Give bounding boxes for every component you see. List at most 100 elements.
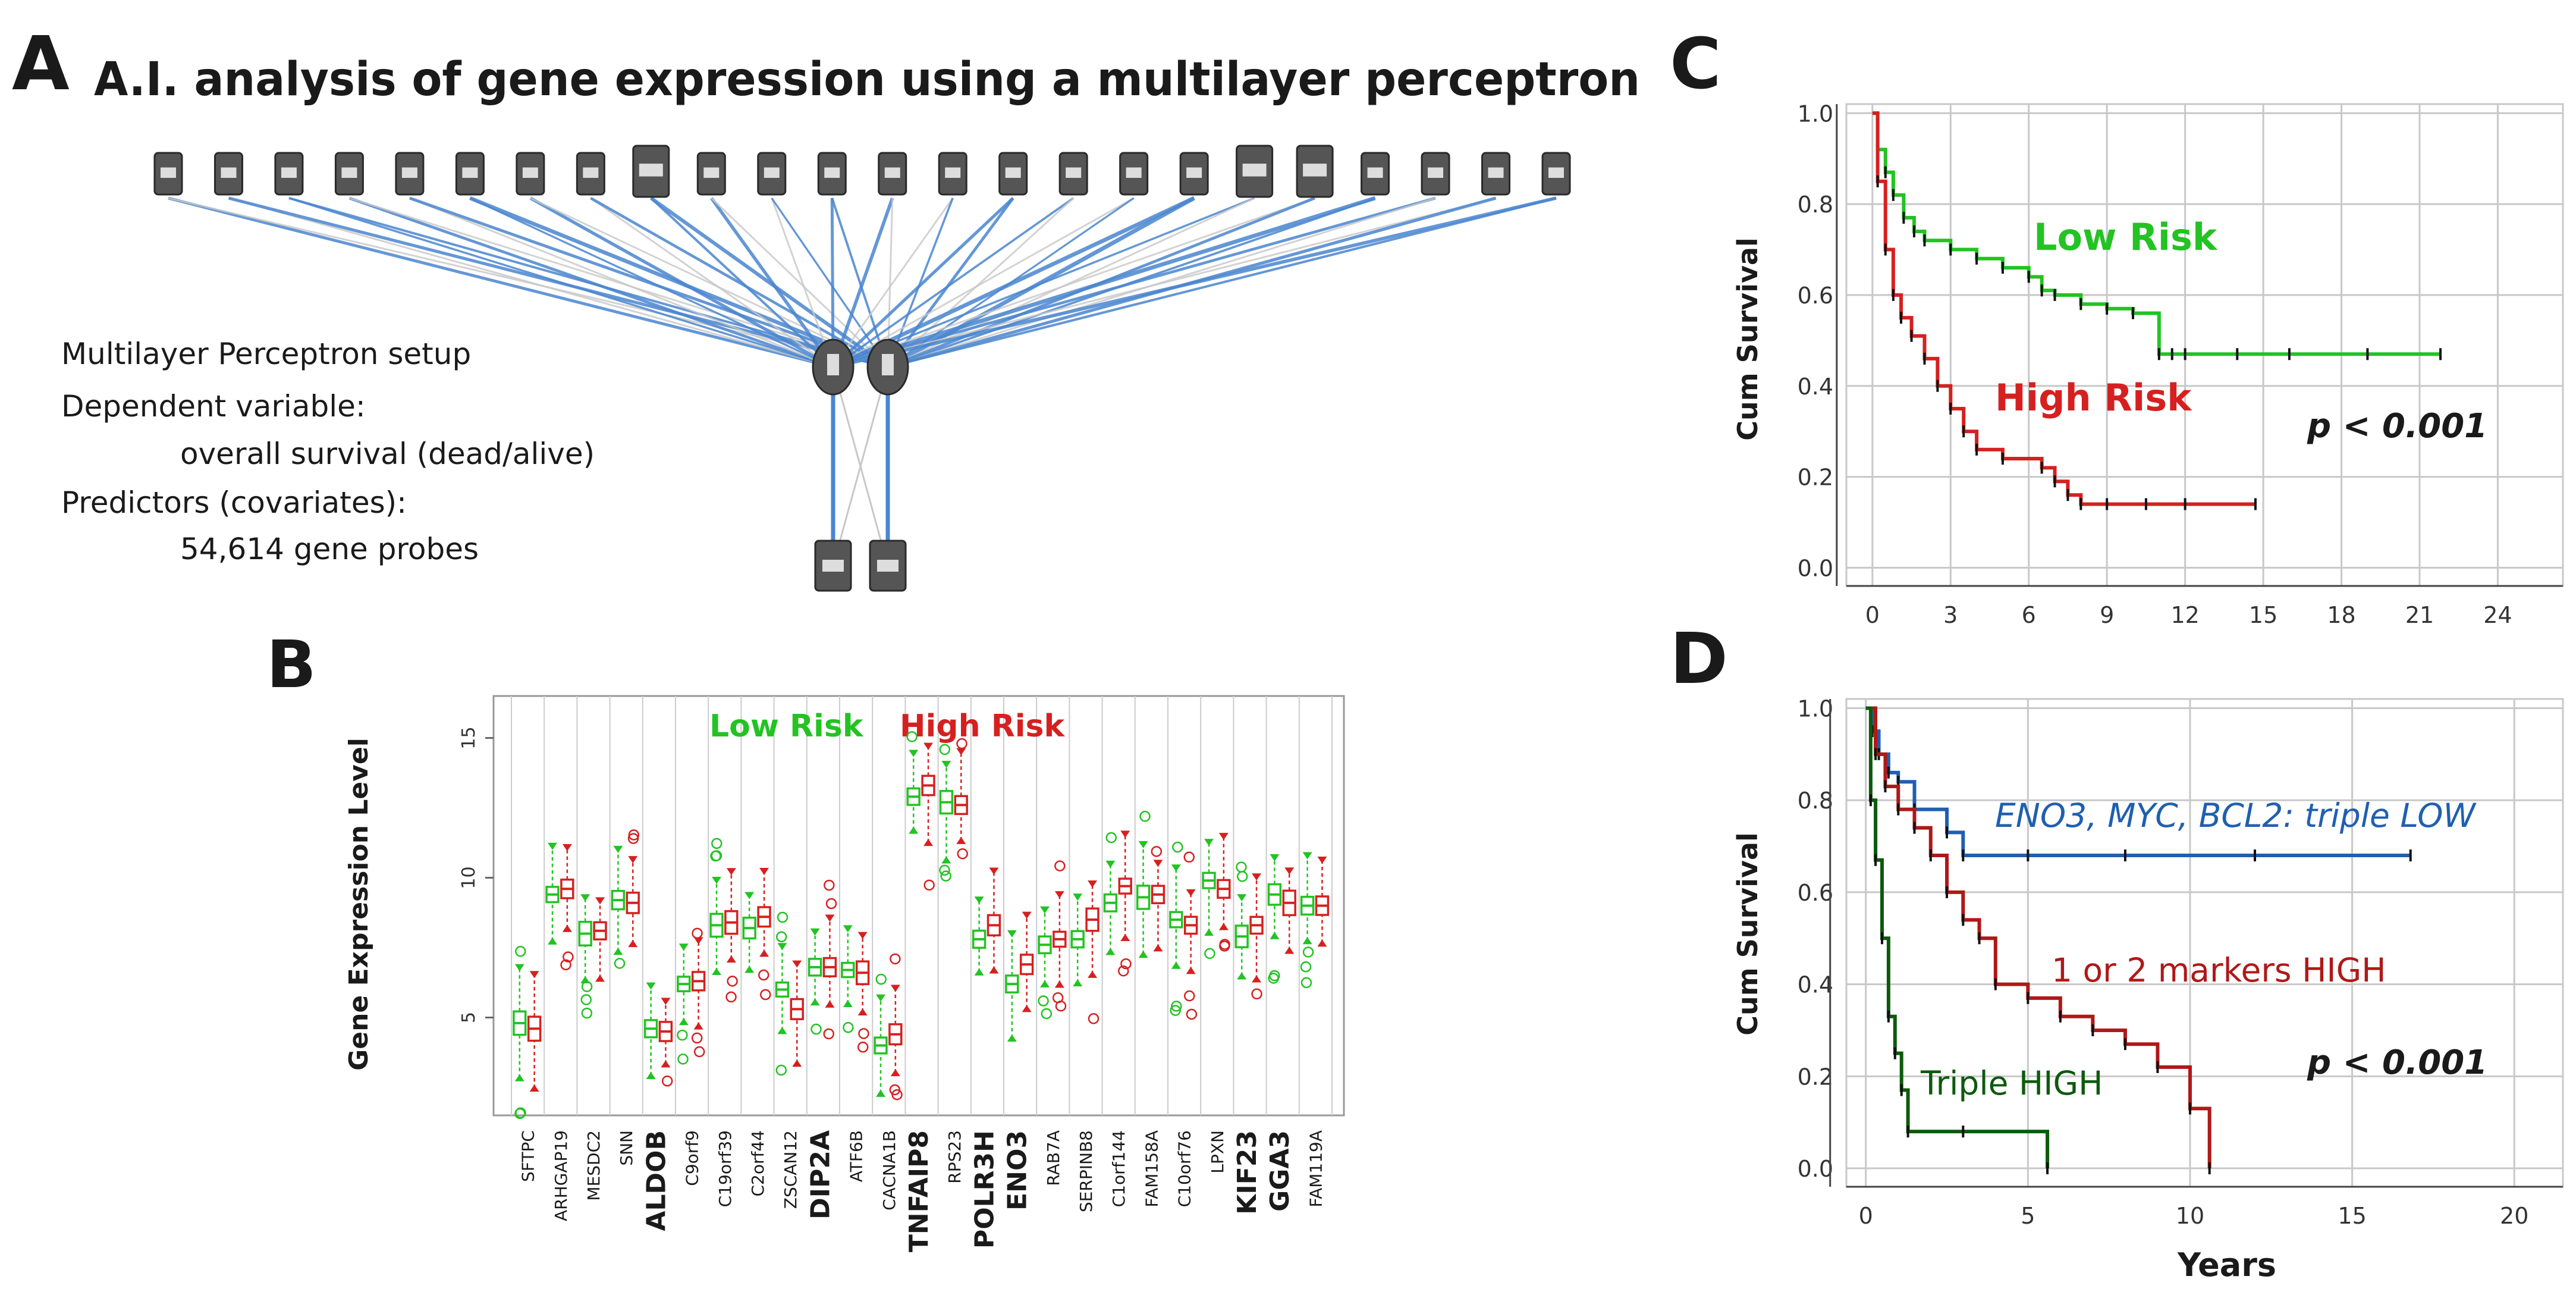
boxplot-outlier [823,1028,834,1040]
km-d-p-value: p < 0.001 [2307,1043,2487,1082]
boxplot-whisker-cap [726,955,736,963]
km-d-label-triple-high: Triple HIGH [1920,1064,2103,1102]
connection-line [887,197,1014,368]
input-node-label-box [161,167,176,178]
boxplot-y-axis: 5 10 15 [458,726,494,1023]
boxplot-outlier [1054,860,1066,871]
connection-line [833,197,1135,368]
boxplot-outlier [727,976,738,987]
output-node-label-box [822,560,844,572]
boxplot-legend-low: Low Risk [709,708,864,744]
connection-line [228,197,834,368]
boxplot-outlier [1183,990,1195,1002]
boxplot-whisker-cap [613,845,623,853]
boxplot-y-tick-label: 5 [458,1012,479,1023]
boxplot-whisker-cap [693,1022,703,1030]
boxplot-whisker-cap [1317,856,1327,864]
boxplot-outlier [627,833,639,844]
boxplot-outlier [775,1064,787,1076]
km-c-y-tick-label: 0.0 [1798,555,1833,581]
boxplot-outlier [1172,841,1183,853]
boxplot-x-tick-label: ATF6B [847,1130,866,1182]
boxplot-whisker-cap [1088,880,1098,888]
boxplot-whisker-cap [1204,839,1214,846]
boxplot-y-tick-label: 10 [458,866,479,889]
km-d-axes: 0 5 10 15 20 0.0 0.2 0.4 0.6 0.8 1.0 [1798,695,2563,1229]
boxplot-frame [492,695,1345,1117]
input-node-label-box [1126,167,1142,178]
boxplot-outlier [957,848,968,860]
boxplot-outlier [843,1022,854,1033]
boxplot-whisker-cap [810,998,820,1006]
boxplot-gridlines [511,696,1333,1115]
boxplot-x-tick-label: C10orf76 [1175,1130,1195,1207]
boxplot-whisker-cap [1040,906,1050,914]
boxplot-whisker-cap [1138,951,1148,958]
connection-line [832,196,1195,369]
boxplot-y-tick-label: 15 [458,726,479,749]
boxplot-whisker-cap [1007,1034,1017,1042]
boxplot-whisker-cap [548,937,557,945]
boxplot-whisker-cap [595,897,605,905]
input-node-label-box [583,167,599,178]
input-node-label-box [703,167,720,178]
connection-line [711,197,889,368]
boxplot-outlier [560,959,571,971]
km-c-y-tick-label: 0.6 [1798,283,1833,309]
predictors-label: Predictors (covariates): [61,485,407,520]
boxplot-x-tick-label: ENO3 [1003,1130,1033,1211]
km-d-x-tick-label: 5 [2021,1203,2035,1229]
boxplot-outlier [1186,1008,1198,1020]
boxplot-outlier [710,850,721,862]
panel-a-letter: A [12,21,70,107]
boxplot-whisker-cap [843,925,853,933]
boxplot-outlier [1269,970,1280,982]
connection-line [887,196,1195,369]
panel-c-letter: C [1670,23,1721,105]
connection-line [771,197,889,368]
panel-d: D 0 5 10 15 20 0.0 0.2 0.4 0.6 0.8 1.0 Cum Surviva… [1670,617,2564,1284]
connection-line [832,366,889,566]
km-d-x-tick-label: 0 [1859,1203,1873,1229]
connection-line [590,197,889,368]
boxplot-x-tick-label: ARHGAP19 [551,1130,571,1221]
input-node-label-box [884,167,900,178]
connection-line [590,197,834,368]
boxplot-whisker-cap [1218,923,1229,930]
connection-line [831,197,889,368]
input-node-label-box [221,167,237,178]
network-nodes [153,145,1571,592]
boxplot-whisker-cap [792,1059,802,1067]
connection-line [833,197,1315,368]
boxplot-whisker-cap [1073,979,1083,987]
km-c-plot-frame [1845,103,2564,587]
input-node-label-box [945,167,961,178]
boxplot-outlier [1088,1013,1099,1024]
boxplot-whisker-cap [1120,933,1130,941]
input-node-label-box [1186,167,1202,178]
km-d-survival-curve [1865,706,2050,1169]
hidden-node-label-box [882,354,894,375]
boxplot-x-tick-label: KIF23 [1232,1130,1262,1215]
boxplot-x-tick-label: FAM158A [1142,1130,1161,1207]
boxplot-whisker-cap [1120,830,1130,838]
input-node-label-box [639,164,663,177]
boxplot-whisker-cap [1153,944,1163,952]
boxplot-whisker-cap [1073,893,1083,901]
boxplot-whisker-cap [1270,854,1280,861]
boxplot-outlier [811,1023,822,1035]
boxplot-outlier [661,1076,673,1087]
predictors-value: 54,614 gene probes [180,532,479,566]
boxplot-whisker-cap [1252,873,1262,881]
input-node-label-box [462,167,478,178]
input-node-label-box [1428,167,1444,178]
boxplot-whisker-cap [857,932,868,939]
boxplot-whisker-cap [759,949,769,957]
boxplot-whisker-cap [1007,930,1017,938]
km-c-x-tick-label: 12 [2170,602,2199,628]
boxplot-whisker-cap [661,998,671,1005]
boxplot-outlier [939,744,951,755]
boxplot-whisker-cap [843,1000,853,1008]
input-node-label-box [1066,167,1082,178]
boxplot-whisker-cap [1022,1005,1032,1012]
